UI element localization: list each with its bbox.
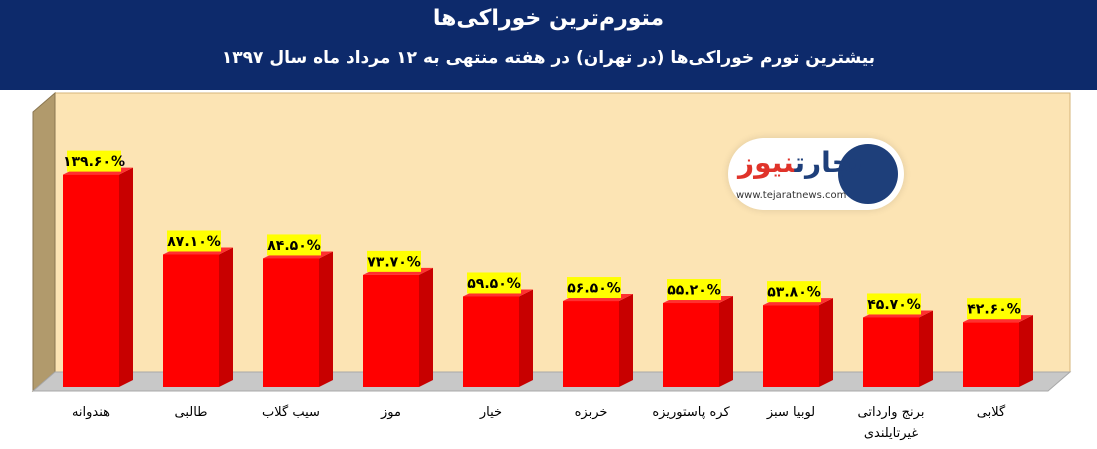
brand-name-part1: تجارت	[794, 146, 863, 179]
bar-side	[619, 294, 633, 387]
chart-subtitle: بیشترین تورم خوراکی‌ها (در تهران) در هفت…	[221, 48, 876, 68]
data-label-bg	[167, 230, 221, 252]
data-label-bg	[667, 279, 721, 301]
bar-side	[819, 298, 833, 387]
bar-chart: ۱۳۹.۶۰% هندوانه ۸۷.۱۰% طالبی ۸۴.۵۰% سیب گلاب ۷…	[31, 91, 1072, 441]
bar	[863, 317, 919, 387]
bar	[663, 303, 719, 387]
data-label-bg	[367, 250, 421, 272]
bar	[763, 305, 819, 387]
brand-name-part2: نیوز	[738, 146, 795, 179]
brand-emblem-icon	[838, 144, 898, 204]
data-label: ۵۳.۸۰%	[767, 285, 821, 301]
plot-side-wall	[32, 91, 56, 393]
category-label: هندوانه	[72, 405, 110, 420]
data-label: ۵۵.۲۰%	[667, 283, 721, 299]
data-label-bg	[767, 281, 821, 303]
data-label: ۷۳.۷۰%	[367, 254, 421, 270]
bar	[263, 258, 319, 387]
bar-side	[719, 296, 733, 387]
data-label: ۱۳۹.۶۰%	[63, 154, 125, 170]
brand-name: تجارتنیوز	[738, 146, 862, 179]
bar-side	[119, 167, 133, 387]
bar	[463, 296, 519, 387]
category-label: غیرتایلندی	[864, 426, 919, 441]
data-label: ۸۷.۱۰%	[167, 234, 221, 250]
category-label: کره پاستوریزه	[652, 405, 730, 420]
bar-side	[419, 267, 433, 387]
data-label-bg	[867, 293, 921, 315]
bar	[363, 274, 419, 387]
data-label-bg	[967, 298, 1021, 320]
category-label: طالبی	[174, 405, 207, 420]
data-label: ۴۵.۷۰%	[867, 297, 921, 313]
data-label-bg	[567, 277, 621, 299]
bar	[563, 301, 619, 387]
bar	[163, 254, 219, 387]
data-label-bg	[467, 272, 521, 294]
chart-title: متورم‌ترین خوراکی‌ها	[432, 6, 665, 31]
category-label: لوبیا سبز	[766, 405, 815, 420]
bar	[963, 322, 1019, 387]
category-label: گلابی	[977, 404, 1006, 420]
data-label: ۴۲.۶۰%	[967, 302, 1021, 318]
data-label-bg	[67, 150, 121, 172]
chart-header: متورم‌ترین خوراکی‌ها بیشترین تورم خوراکی…	[0, 0, 1097, 90]
category-label: خربزه	[575, 405, 608, 420]
category-label: برنج وارداتی	[858, 405, 925, 420]
data-label: ۵۹.۵۰%	[467, 276, 521, 292]
bar-side	[919, 310, 933, 387]
bar-side	[1019, 315, 1033, 387]
brand-logo: تجارتنیوز www.tejaratnews.com	[728, 138, 904, 210]
data-label: ۵۶.۵۰%	[567, 281, 621, 297]
category-label: خیار	[479, 405, 502, 420]
bar	[63, 174, 119, 387]
brand-url: www.tejaratnews.com	[736, 190, 847, 201]
bar-side	[519, 289, 533, 387]
bar-side	[219, 247, 233, 387]
bar-side	[319, 251, 333, 387]
data-label: ۸۴.۵۰%	[267, 238, 321, 254]
category-label: موز	[380, 405, 401, 420]
data-label-bg	[267, 234, 321, 256]
category-label: سیب گلاب	[262, 404, 320, 420]
